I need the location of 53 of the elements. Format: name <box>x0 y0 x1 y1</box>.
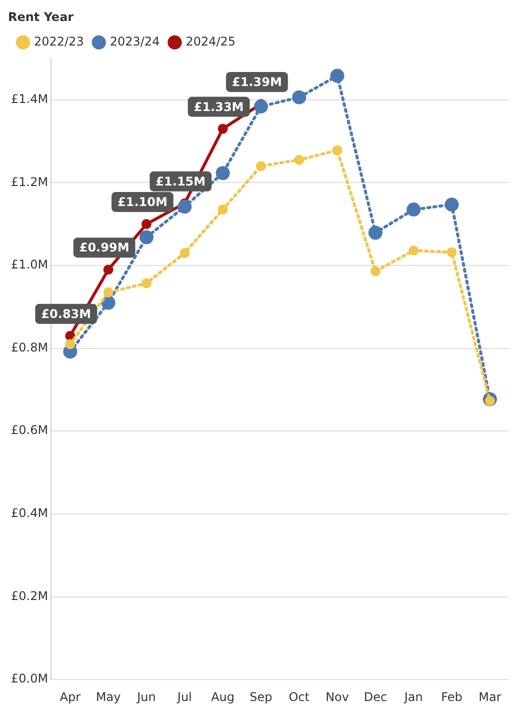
point <box>141 278 152 288</box>
point <box>256 161 266 172</box>
y-tick-label: £0.0M <box>10 672 48 686</box>
point <box>103 264 114 275</box>
point <box>218 204 228 215</box>
x-tick-label: Jun <box>136 690 156 704</box>
data-label: £0.83M <box>41 306 92 321</box>
y-tick-label: £1.2M <box>10 174 48 189</box>
point <box>65 339 76 350</box>
point <box>446 247 457 258</box>
data-label: £1.39M <box>232 75 282 90</box>
x-tick-label: Feb <box>441 690 462 704</box>
x-tick-label: Jan <box>403 690 423 704</box>
x-tick-label: Apr <box>60 690 81 704</box>
point <box>368 226 382 240</box>
data-label: £1.15M <box>156 174 206 188</box>
legend-title: Rent Year <box>8 10 74 24</box>
legend-label: 2024/25 <box>186 34 236 49</box>
y-tick-label: £1.0M <box>10 258 48 272</box>
y-tick-label: £0.6M <box>10 423 48 438</box>
point <box>444 198 459 212</box>
legend-label: 2023/24 <box>110 34 160 49</box>
x-tick-label: Aug <box>211 690 235 704</box>
y-tick-label: £0.4M <box>10 506 48 520</box>
x-tick-label: Sep <box>250 690 272 704</box>
data-label: £0.99M <box>79 240 130 255</box>
point <box>254 99 268 114</box>
point <box>141 219 152 230</box>
point <box>178 200 192 214</box>
point <box>180 248 190 258</box>
x-tick-label: Dec <box>364 690 388 704</box>
point <box>218 124 228 134</box>
point <box>216 166 230 180</box>
data-label: £1.33M <box>194 100 244 114</box>
x-tick-label: Mar <box>478 690 502 704</box>
point <box>292 90 306 104</box>
point <box>103 287 114 298</box>
legend-label: 2022/23 <box>34 34 84 49</box>
y-tick-label: £0.2M <box>10 588 48 603</box>
point <box>332 145 342 156</box>
point <box>330 68 344 83</box>
point <box>139 230 154 244</box>
data-label: £1.10M <box>118 195 168 210</box>
point <box>370 266 380 276</box>
point <box>406 202 421 217</box>
point <box>294 154 304 165</box>
x-tick-label: Jul <box>176 690 192 704</box>
x-tick-label: Oct <box>288 690 310 704</box>
y-tick-label: £1.4M <box>10 92 48 106</box>
y-tick-label: £0.8M <box>10 340 48 354</box>
x-tick-label: May <box>96 690 121 704</box>
x-tick-label: Nov <box>326 690 349 704</box>
point <box>408 246 419 256</box>
